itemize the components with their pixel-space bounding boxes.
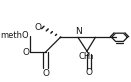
Text: N: N [75,27,82,36]
Text: methO: methO [1,31,29,40]
Text: O: O [42,69,49,78]
Text: O: O [22,48,29,57]
Text: O: O [85,68,92,77]
Text: O: O [35,23,42,32]
Text: CH₃: CH₃ [78,52,94,62]
